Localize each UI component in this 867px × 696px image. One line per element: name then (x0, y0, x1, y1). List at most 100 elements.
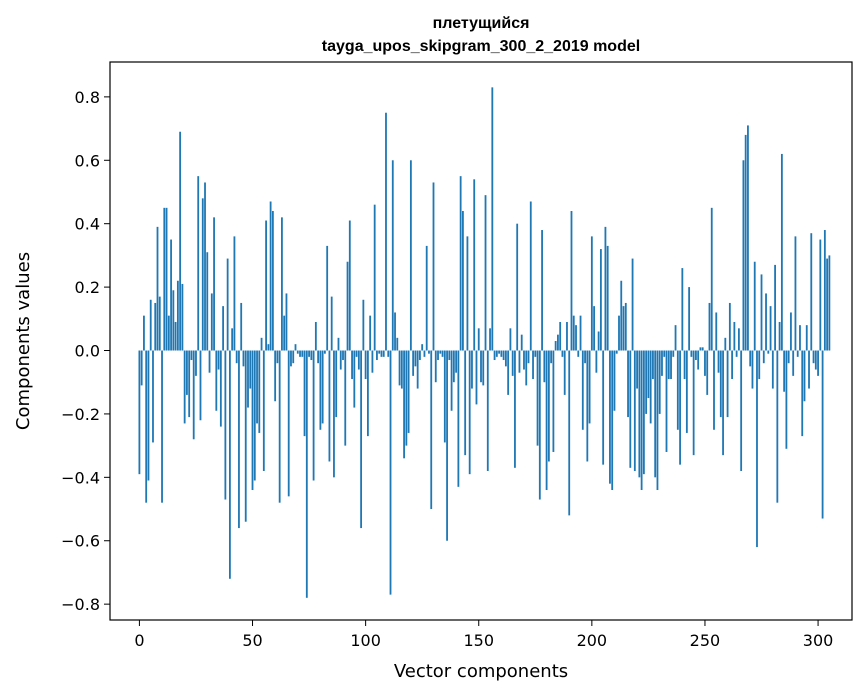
y-tick-label: −0.4 (61, 468, 100, 487)
bar-195 (579, 315, 582, 351)
bar-187 (561, 350, 564, 357)
bar-86 (333, 350, 335, 478)
bar-207 (606, 245, 609, 351)
bar-22 (188, 350, 191, 418)
bar-261 (728, 302, 731, 351)
bar-50 (251, 350, 254, 491)
bar-216 (627, 350, 629, 418)
bar-209 (611, 350, 614, 491)
bar-232 (663, 350, 666, 357)
y-axis-ticks: −0.8 −0.6 −0.4 −0.2 0.0 0.2 0.4 0.6 0.8 (61, 88, 110, 614)
bar-114 (396, 337, 399, 351)
bar-15 (172, 290, 175, 351)
bar-300 (817, 350, 819, 376)
bar-108 (382, 350, 385, 357)
bar-175 (534, 350, 537, 357)
bar-6 (152, 350, 154, 443)
bar-201 (593, 306, 596, 351)
bar-30 (206, 252, 209, 351)
bar-145 (466, 236, 469, 351)
bar-278 (767, 350, 770, 354)
bar-72 (301, 350, 304, 357)
bar-202 (595, 350, 598, 373)
y-tick-label: −0.8 (61, 595, 100, 614)
bar-279 (769, 306, 772, 351)
bar-118 (405, 350, 408, 446)
bar-273 (756, 350, 758, 548)
bar-144 (464, 350, 467, 456)
bar-183 (552, 350, 555, 452)
bar-80 (319, 350, 322, 430)
bar-43 (235, 350, 238, 364)
bar-149 (475, 350, 478, 405)
plot-frame (109, 61, 853, 621)
bar-105 (376, 350, 378, 361)
bar-163 (507, 350, 510, 395)
bar-131 (434, 350, 437, 383)
bar-290 (794, 236, 797, 351)
bar-14 (170, 239, 172, 351)
bar-135 (443, 350, 446, 443)
bar-220 (636, 350, 638, 389)
bar-60 (274, 350, 277, 402)
bar-63 (281, 217, 283, 351)
bar-4 (147, 350, 150, 481)
bar-28 (201, 198, 204, 351)
x-tick-label: 250 (690, 631, 721, 650)
bar-68 (292, 350, 295, 364)
bar-158 (495, 350, 498, 357)
bar-193 (575, 325, 577, 351)
bar-289 (792, 350, 795, 376)
y-tick-label: 0.4 (75, 215, 100, 234)
bar-217 (629, 350, 632, 468)
bar-154 (486, 350, 489, 471)
bar-49 (249, 350, 252, 389)
bar-42 (233, 236, 236, 351)
bar-12 (165, 207, 168, 351)
bar-228 (654, 350, 657, 478)
bar-204 (599, 249, 602, 351)
bar-172 (527, 350, 530, 364)
bar-293 (801, 350, 804, 437)
bar-147 (471, 350, 473, 389)
bar-248 (699, 347, 702, 351)
bar-98 (360, 350, 363, 529)
bar-99 (362, 299, 365, 351)
bar-251 (706, 350, 709, 395)
bar-69 (294, 344, 297, 351)
bar-271 (751, 350, 754, 389)
bar-284 (780, 153, 783, 351)
bar-277 (765, 293, 767, 351)
bar-246 (695, 350, 697, 361)
bar-40 (228, 350, 231, 579)
x-axis-label: Vector components (394, 661, 568, 682)
bar-52 (256, 350, 258, 424)
bar-215 (624, 302, 627, 351)
bar-235 (670, 350, 672, 380)
bar-54 (260, 337, 263, 351)
bar-226 (649, 350, 652, 424)
bar-31 (208, 350, 211, 373)
bar-239 (679, 350, 681, 465)
bar-101 (366, 350, 369, 437)
bar-179 (543, 350, 546, 383)
bar-71 (299, 350, 301, 357)
bar-305 (828, 255, 831, 351)
bar-8 (156, 226, 159, 351)
bar-267 (742, 160, 745, 351)
bar-113 (394, 312, 396, 351)
bar-262 (731, 350, 734, 380)
bar-292 (799, 325, 801, 351)
bar-157 (493, 350, 496, 361)
bar-91 (344, 350, 347, 446)
bar-134 (441, 350, 444, 357)
bar-282 (776, 350, 779, 503)
bar-243 (688, 287, 691, 351)
bar-136 (446, 350, 448, 541)
bar-167 (516, 223, 519, 351)
bar-64 (283, 315, 286, 351)
bar-176 (536, 350, 539, 446)
bar-37 (222, 306, 225, 351)
bar-280 (771, 350, 774, 389)
